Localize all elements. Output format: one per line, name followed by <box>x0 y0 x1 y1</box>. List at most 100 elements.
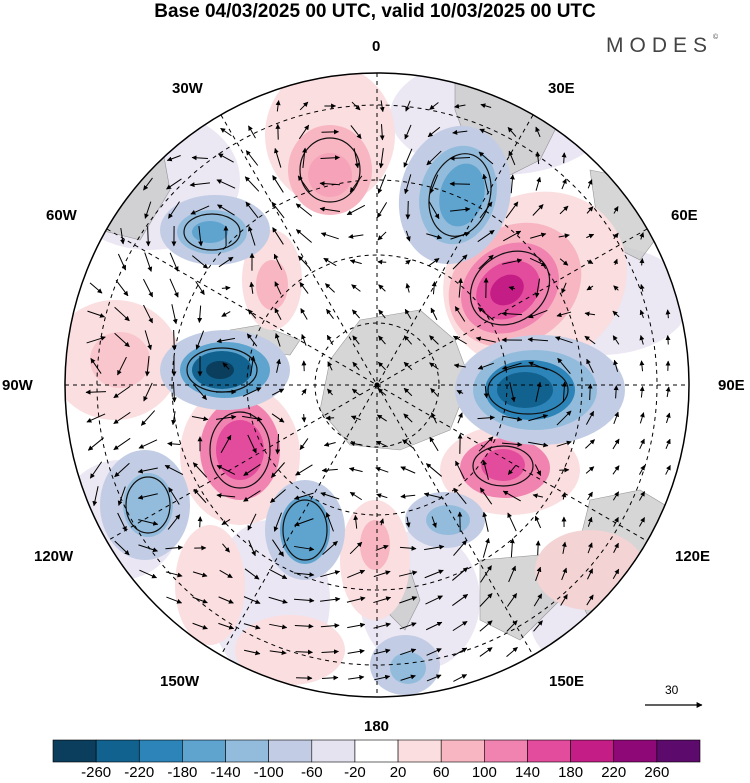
wind-vector <box>373 570 391 578</box>
wind-vector <box>450 206 471 212</box>
wind-vector <box>294 545 315 552</box>
wind-vector <box>218 622 235 630</box>
south-pole-marker <box>374 382 380 388</box>
wind-vector <box>405 283 411 293</box>
wind-vector <box>301 333 307 346</box>
wind-vector <box>559 205 569 215</box>
wind-vector <box>221 285 231 291</box>
wind-vector <box>403 413 413 423</box>
graticule <box>65 73 689 697</box>
wind-vector <box>87 310 105 318</box>
wind-vector <box>478 254 494 270</box>
wind-vector <box>405 230 411 242</box>
wind-vector <box>242 387 262 397</box>
wind-vector <box>426 150 442 166</box>
colorbar <box>52 739 701 763</box>
wind-vector <box>585 410 595 425</box>
wind-vector <box>346 596 366 603</box>
wind-vector <box>85 389 107 395</box>
wind-vector <box>424 544 445 551</box>
wind-vector <box>349 259 362 265</box>
wind-vector <box>613 411 619 425</box>
wind-vector <box>322 675 339 681</box>
wind-vector <box>665 464 671 475</box>
wind-vector <box>268 568 288 580</box>
colorbar-swatch <box>225 739 269 763</box>
wind-vector <box>455 460 465 480</box>
wind-vector <box>586 358 594 374</box>
wind-vector <box>299 438 309 450</box>
wind-vector <box>272 539 284 557</box>
wind-vector <box>399 622 417 630</box>
wind-vector <box>219 569 233 579</box>
wind-vector <box>429 174 439 194</box>
wind-vector <box>561 567 568 581</box>
wind-vector <box>300 308 308 320</box>
lon-label-30w: 30W <box>172 80 203 97</box>
wind-vector <box>117 486 126 506</box>
wind-vector <box>528 414 549 422</box>
wind-vector <box>452 335 467 345</box>
wind-vector <box>113 385 131 399</box>
wind-vector <box>431 281 437 295</box>
wind-vector <box>320 492 340 500</box>
wind-vector <box>561 178 567 190</box>
wind-vector <box>347 622 366 629</box>
wind-vector <box>452 254 468 270</box>
colorbar-swatch <box>52 739 97 763</box>
wind-vector <box>479 593 493 607</box>
wind-vector <box>509 538 515 558</box>
wind-vector <box>482 511 489 532</box>
wind-vector <box>502 490 521 502</box>
lon-label-150w: 150W <box>160 673 200 690</box>
wind-vector <box>557 357 571 375</box>
wind-vector <box>453 674 468 682</box>
wind-vector <box>220 127 232 137</box>
wind-vector <box>243 490 261 502</box>
wind-vector <box>507 127 517 137</box>
wind-vector <box>400 648 417 656</box>
wind-vector <box>587 516 593 527</box>
wind-vector <box>169 252 179 272</box>
wind-vector <box>587 179 593 189</box>
wind-vector <box>405 259 411 265</box>
wind-vector <box>269 623 288 630</box>
wind-vector <box>535 126 541 138</box>
wind-vector <box>398 570 418 577</box>
colorbar-label: -180 <box>167 764 198 781</box>
wind-vector <box>405 200 411 220</box>
positive-anomalies <box>65 73 645 685</box>
wind-vector <box>502 258 523 265</box>
wind-vector <box>350 125 362 140</box>
colorbar-swatch <box>656 739 701 763</box>
wind-vector <box>535 176 542 191</box>
wind-vector <box>351 309 361 319</box>
wind-vector <box>164 464 184 476</box>
wind-vector <box>613 285 619 291</box>
wind-vector <box>535 566 542 581</box>
wind-vector <box>143 382 153 402</box>
colorbar-swatch <box>138 739 183 763</box>
wind-vector <box>534 515 542 529</box>
wind-vector <box>639 517 645 527</box>
wind-vector <box>534 464 542 476</box>
wind-vector <box>248 540 256 557</box>
wind-vector <box>639 360 645 372</box>
wind-vector <box>665 438 671 449</box>
wind-vector <box>195 281 205 296</box>
wind-vector <box>558 233 570 239</box>
wind-vector <box>561 152 567 164</box>
wind-vector <box>272 227 284 245</box>
wind-vector <box>501 441 523 447</box>
wind-vector <box>193 488 207 504</box>
wind-vector <box>220 434 232 453</box>
wind-vector <box>508 150 516 166</box>
map-field <box>65 73 689 697</box>
wind-vector <box>586 594 594 606</box>
wind-vector <box>477 362 494 370</box>
colorbar-label: -260 <box>81 764 112 781</box>
wind-vector <box>375 466 389 473</box>
wind-vector <box>197 516 203 528</box>
colorbar-label: 20 <box>389 764 407 781</box>
wind-vector <box>399 545 417 551</box>
